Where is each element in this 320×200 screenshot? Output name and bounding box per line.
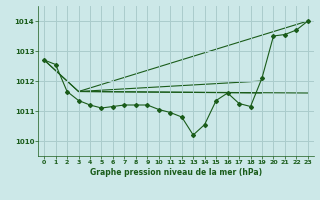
X-axis label: Graphe pression niveau de la mer (hPa): Graphe pression niveau de la mer (hPa) (90, 168, 262, 177)
